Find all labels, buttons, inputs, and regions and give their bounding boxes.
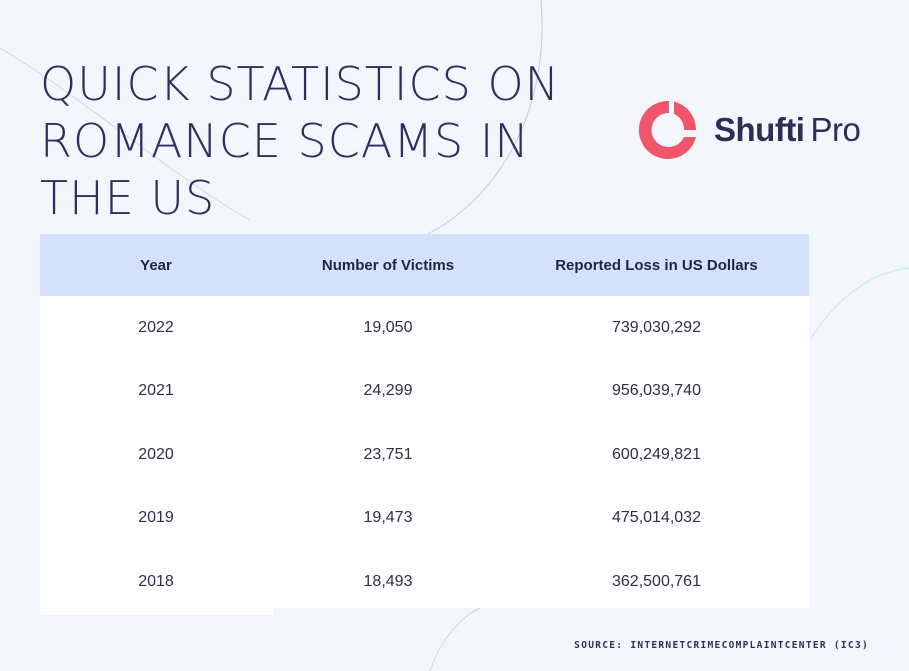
table-row: 2018 18,493 362,500,761 — [40, 550, 809, 614]
cell-year: 2019 — [138, 509, 174, 527]
header-loss: Reported Loss in US Dollars — [555, 256, 758, 274]
cell-loss: 956,039,740 — [612, 382, 701, 400]
cell-year: 2018 — [138, 572, 174, 590]
cell-loss: 739,030,292 — [612, 318, 701, 336]
cell-victims: 19,050 — [363, 318, 413, 336]
table-header: Year Number of Victims Reported Loss in … — [40, 234, 809, 296]
cell-loss: 475,014,032 — [612, 509, 701, 527]
cell-year: 2021 — [138, 382, 174, 400]
table-row: 2022 19,050 739,030,292 — [40, 296, 809, 360]
table-tail — [40, 608, 273, 615]
brand-name-bold: Shufti — [714, 111, 805, 148]
cell-year: 2020 — [138, 445, 174, 463]
header-victims: Number of Victims — [321, 256, 455, 274]
table-row: 2020 23,751 600,249,821 — [40, 423, 809, 487]
brand-logo: Shufti Pro — [638, 97, 861, 163]
source-citation: SOURCE: INTERNETCRIMECOMPLAINTCENTER (IC… — [574, 640, 869, 651]
table-row: 2021 24,299 956,039,740 — [40, 360, 809, 424]
cell-victims: 18,493 — [363, 572, 413, 590]
cell-loss: 362,500,761 — [612, 572, 701, 590]
header-year: Year — [140, 256, 172, 274]
brand-name-light: Pro — [810, 111, 861, 148]
brand-name: Shufti Pro — [714, 111, 861, 149]
cell-victims: 23,751 — [363, 445, 413, 463]
table-row: 2019 19,473 475,014,032 — [40, 487, 809, 551]
statistics-table: Year Number of Victims Reported Loss in … — [40, 234, 809, 615]
cell-loss: 600,249,821 — [612, 445, 701, 463]
table-body: 2022 19,050 739,030,292 2021 24,299 956,… — [40, 296, 809, 608]
page-title: QUICK STATISTICS ON ROMANCE SCAMS IN THE… — [40, 57, 561, 225]
cell-victims: 24,299 — [363, 382, 413, 400]
cell-year: 2022 — [138, 318, 174, 336]
cell-victims: 19,473 — [363, 509, 413, 527]
shufti-logo-icon — [638, 100, 697, 159]
